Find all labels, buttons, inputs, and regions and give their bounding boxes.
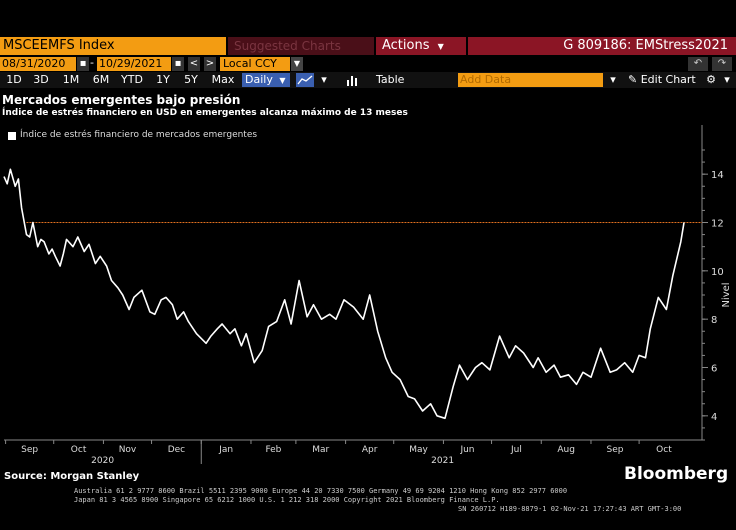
end-date-input[interactable]: 10/29/2021 <box>97 57 171 71</box>
frequency-select[interactable]: Daily ▼ <box>242 73 290 87</box>
bar-chart-icon[interactable] <box>344 72 360 88</box>
period-3d[interactable]: 3D <box>33 73 49 86</box>
start-date-input[interactable]: 08/31/2020 <box>0 57 76 71</box>
period-ytd[interactable]: YTD <box>121 73 143 86</box>
line-chart-icon[interactable] <box>296 73 314 87</box>
line-chart-glyph <box>297 75 313 85</box>
period-1y[interactable]: 1Y <box>156 73 170 86</box>
chevron-down-icon[interactable]: ▾ <box>610 73 616 86</box>
edit-chart-label: Edit Chart <box>640 73 696 86</box>
period-5y[interactable]: 5Y <box>184 73 198 86</box>
pencil-icon: ✎ <box>628 73 638 86</box>
chart-title: Mercados emergentes bajo presión <box>2 93 241 107</box>
legend-swatch <box>8 132 16 140</box>
x-tick-label: Sep <box>21 445 38 455</box>
period-1d[interactable]: 1D <box>6 73 22 86</box>
x-tick-label: Feb <box>265 445 281 455</box>
next-arrow-icon[interactable]: > <box>204 57 216 71</box>
redo-icon[interactable]: ↷ <box>712 57 732 71</box>
settings-dropdown-icon[interactable]: ▾ <box>724 73 730 86</box>
gear-icon[interactable]: ⚙ <box>706 73 716 86</box>
ticker-field[interactable]: MSCEEMFS Index <box>0 37 226 55</box>
x-tick-label: Apr <box>362 445 378 455</box>
period-6m[interactable]: 6M <box>92 73 110 86</box>
edit-chart-button[interactable]: ✎ Edit Chart <box>628 72 696 88</box>
x-tick-label: Oct <box>656 445 672 455</box>
chevron-down-icon: ▼ <box>279 76 286 85</box>
y-tick-label: 14 <box>711 170 724 181</box>
currency-select[interactable]: Local CCY <box>220 57 290 71</box>
y-tick-label: 10 <box>711 267 724 278</box>
year-label-2021: 2021 <box>431 456 454 466</box>
y-tick-label: 12 <box>711 219 724 230</box>
frequency-label: Daily <box>245 73 273 86</box>
add-data-input[interactable]: Add Data <box>458 73 603 87</box>
footer-serial: SN 260712 H189-8879-1 02-Nov-21 17:27:43… <box>458 505 682 513</box>
graph-title: G 809186: EMStress2021 <box>468 37 736 55</box>
bar-chart-glyph <box>347 76 357 86</box>
legend-label: Índice de estrés financiero de mercados … <box>20 130 258 140</box>
prev-arrow-icon[interactable]: < <box>188 57 200 71</box>
period-max[interactable]: Max <box>211 73 235 86</box>
footer-contacts-2: Japan 81 3 4565 8900 Singapore 65 6212 1… <box>74 496 500 504</box>
x-tick-label: Mar <box>312 445 329 455</box>
chevron-down-icon: ▼ <box>437 42 444 51</box>
x-tick-label: Sep <box>607 445 624 455</box>
footer-contacts-1: Australia 61 2 9777 8600 Brazil 5511 239… <box>74 487 568 495</box>
calendar-icon[interactable]: ▪ <box>172 57 184 71</box>
y-tick-label: 6 <box>711 364 717 375</box>
y-tick-label: 8 <box>711 315 717 326</box>
source-note: Source: Morgan Stanley <box>4 471 140 482</box>
y-axis-label: Nivel <box>721 282 732 307</box>
chart-subtitle: Índice de estrés financiero en USD en em… <box>2 108 408 118</box>
date-separator: - <box>90 56 94 69</box>
x-tick-label: Dec <box>168 445 185 455</box>
actions-menu[interactable]: Actions ▼ <box>376 37 466 55</box>
year-label-2020: 2020 <box>91 456 114 466</box>
undo-icon[interactable]: ↶ <box>688 57 708 71</box>
chevron-down-icon[interactable]: ▼ <box>291 57 303 71</box>
suggested-charts-button[interactable]: Suggested Charts <box>228 37 374 55</box>
bloomberg-logo: Bloomberg <box>624 464 729 484</box>
actions-label: Actions <box>382 38 430 53</box>
table-button[interactable]: Table <box>376 73 405 86</box>
x-tick-label: Aug <box>557 445 575 455</box>
x-tick-label: Jan <box>218 445 233 455</box>
calendar-icon[interactable]: ▪ <box>77 57 89 71</box>
x-tick-label: Jun <box>459 445 474 455</box>
series-line <box>3 168 685 420</box>
legend[interactable]: Índice de estrés financiero de mercados … <box>2 128 258 146</box>
suggested-charts-label: Suggested Charts <box>234 39 341 53</box>
y-tick-label: 4 <box>711 412 717 423</box>
x-tick-label: Oct <box>71 445 87 455</box>
x-tick-label: Nov <box>119 445 137 455</box>
period-1m[interactable]: 1M <box>62 73 80 86</box>
x-tick-label: Jul <box>510 445 522 455</box>
chevron-down-icon[interactable]: ▾ <box>321 73 327 86</box>
x-tick-label: May <box>409 445 428 455</box>
